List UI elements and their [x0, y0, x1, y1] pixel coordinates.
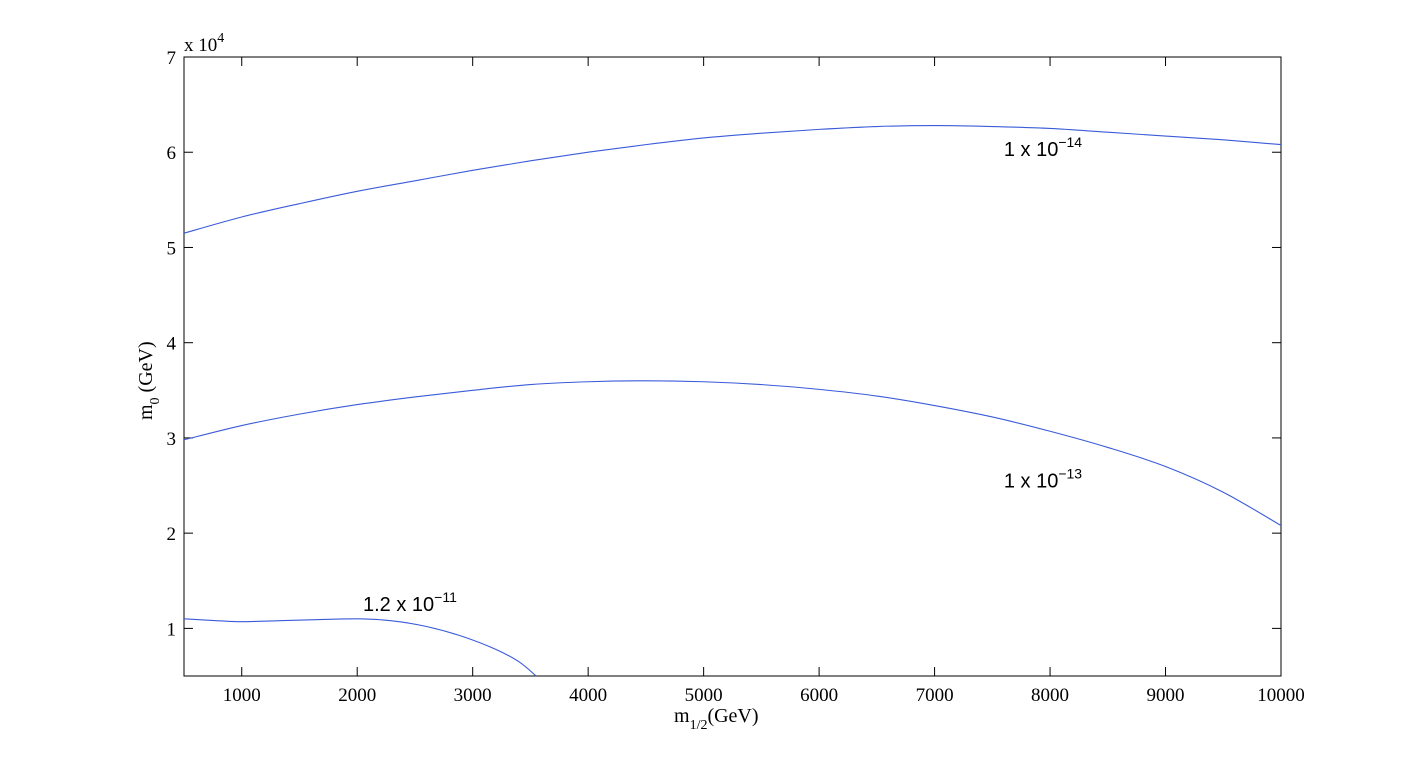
y-axis-ticks: 1 2 3 4 5 6 7	[167, 48, 1281, 640]
x-tick-label: 9000	[1147, 685, 1185, 706]
y-axis-label: m0 (GeV)	[135, 341, 163, 420]
x-tick-label: 3000	[454, 685, 492, 706]
y-tick-label: 2	[167, 524, 177, 545]
y-tick-label: 4	[167, 334, 177, 355]
contour-1e-13-label: 1 x 10−13	[1004, 465, 1082, 492]
curve-label-exponent: −11	[434, 589, 457, 605]
x-tick-label: 2000	[338, 685, 376, 706]
x-tick-label: 4000	[569, 685, 607, 706]
curve-label-base: 1 x 10	[1004, 139, 1058, 161]
x-axis-ticks: 1000 2000 3000 4000 5000 6000 7000 8000 9000 1000…	[223, 57, 1305, 706]
x-tick-label: 10000	[1257, 685, 1305, 706]
y-tick-label: 1	[167, 619, 177, 640]
contour-1.2e-11-label: 1.2 x 10−11	[363, 589, 457, 616]
contour-1e-13-line	[183, 380, 1282, 527]
contour-1e-14-line	[183, 125, 1282, 234]
contour-1.2e-11-line	[183, 618, 537, 677]
contour-1e-14-label: 1 x 10−14	[1004, 134, 1082, 161]
plot-frame	[183, 56, 1282, 677]
y-tick-label: 7	[167, 48, 177, 69]
x-tick-label: 1000	[223, 685, 261, 706]
x-axis-label-main: m	[674, 705, 690, 727]
curve-label-base: 1.2 x 10	[363, 594, 434, 616]
y-axis-label-unit: (GeV)	[135, 341, 157, 392]
y-tick-label: 5	[167, 238, 177, 259]
y-tick-label: 3	[167, 429, 177, 450]
x-tick-label: 7000	[916, 685, 954, 706]
x-axis-label: m1/2(GeV)	[674, 705, 759, 733]
curve-label-exponent: −13	[1058, 465, 1082, 481]
y-tick-label: 6	[167, 143, 177, 164]
y-multiplier-base: x 10	[184, 35, 217, 56]
series-lines	[183, 125, 1282, 677]
x-tick-label: 6000	[800, 685, 838, 706]
y-multiplier-exponent: 4	[217, 31, 224, 46]
x-tick-label: 8000	[1031, 685, 1069, 706]
y-axis-label-sub: 0	[148, 397, 163, 404]
y-multiplier: x 104	[184, 31, 224, 56]
x-axis-label-unit: (GeV)	[707, 705, 758, 727]
x-tick-label: 5000	[685, 685, 723, 706]
x-axis-label-sub: 1/2	[690, 718, 708, 733]
series-labels: 1 x 10−141 x 10−131.2 x 10−11	[363, 134, 1082, 616]
curve-label-base: 1 x 10	[1004, 470, 1058, 492]
curve-label-exponent: −14	[1058, 134, 1082, 150]
y-axis-label-main: m	[135, 404, 157, 420]
